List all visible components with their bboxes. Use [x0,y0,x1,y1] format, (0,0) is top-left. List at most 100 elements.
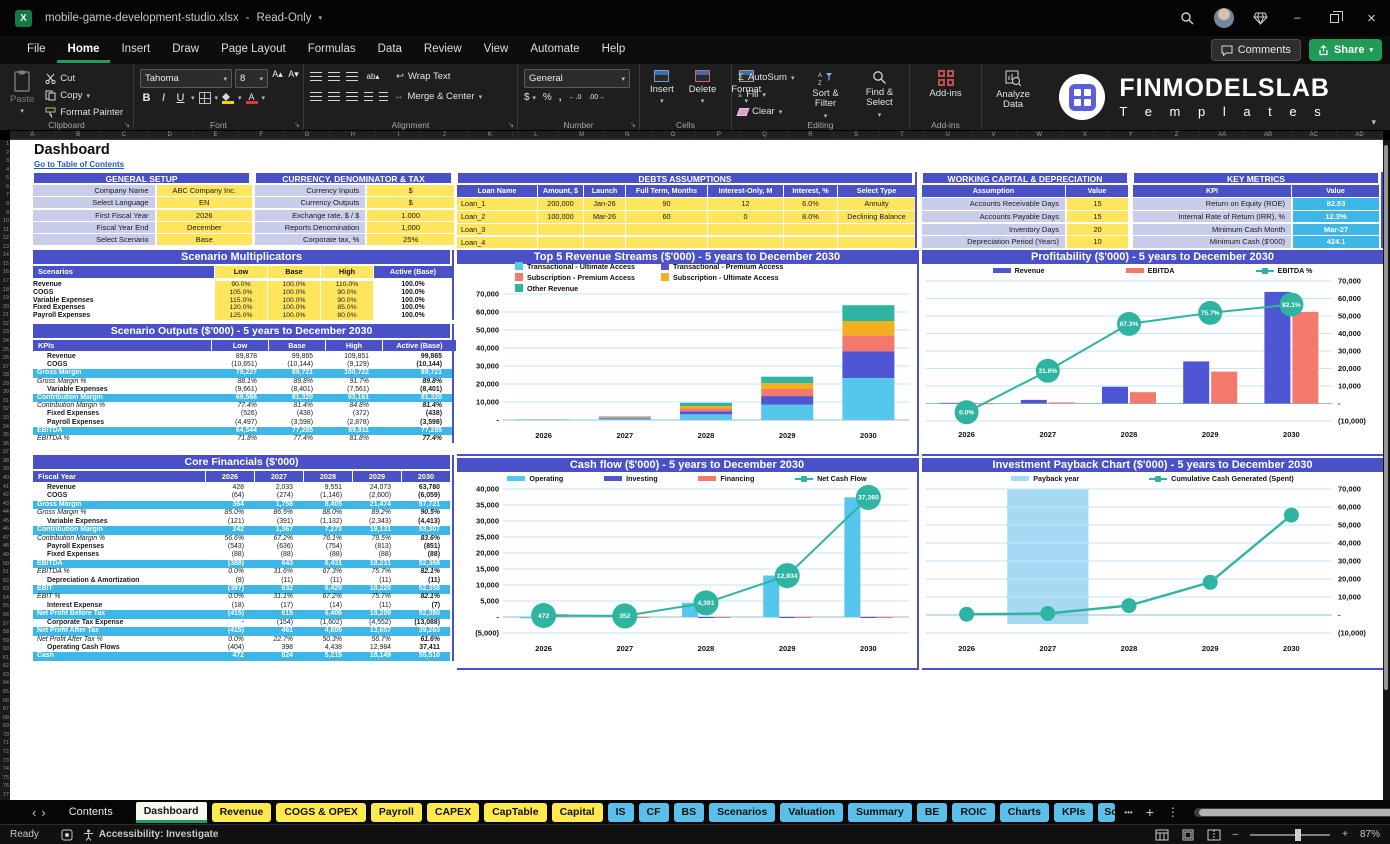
row-header[interactable]: 42 [2,492,9,499]
cell[interactable] [626,236,707,249]
row-header[interactable]: 6 [5,183,9,190]
row-header[interactable]: 39 [2,466,9,473]
font-dialog-launcher[interactable]: ↘ [293,120,300,129]
cell[interactable]: 20 [1067,223,1128,236]
cell[interactable]: Company Name [33,185,155,197]
cell[interactable]: 100.0% [401,304,425,312]
cell[interactable]: Depreciation Period (Years) [922,236,1065,248]
cell[interactable]: Contribution Margin [33,393,211,403]
cell[interactable]: 12 [708,198,783,210]
menu-tab-review[interactable]: Review [423,43,462,55]
cell[interactable]: 75.7% [371,568,391,576]
cell[interactable]: 10 [1067,236,1128,248]
cell[interactable]: (404) [227,644,244,652]
row-header[interactable]: 13 [2,243,9,250]
cell[interactable]: 77.4% [422,434,442,442]
row-header[interactable]: 57 [2,620,9,627]
cell[interactable]: EBITDA [33,426,211,435]
column-header[interactable]: I [376,131,422,139]
row-header[interactable]: 50 [2,560,9,567]
sheet-tab-scenarios[interactable]: Scenarios [709,802,776,822]
sheet-tab-cogs-opex[interactable]: COGS & OPEX [276,802,366,822]
cell[interactable]: Exchange rate, $ / $ [255,209,366,221]
cell[interactable]: (6,059) [418,492,440,500]
cell[interactable]: 37,411 [419,644,440,652]
number-format-select[interactable]: General ▾ [524,69,630,88]
cell[interactable]: Select Scenario [33,234,155,246]
column-header[interactable]: V [971,131,1017,139]
cell[interactable]: 643 [254,559,303,569]
cell[interactable]: Contribution Margin % [37,534,106,542]
row-header[interactable]: 44 [2,509,9,516]
page-break-view-icon[interactable] [1207,829,1221,841]
toc-link[interactable]: Go to Table of Contents [34,160,125,169]
cell[interactable]: (88) [280,551,293,559]
cash-flow-chart[interactable]: Cash flow ($'000) - 5 years to December … [457,458,919,670]
cell[interactable]: 91.7% [349,377,369,385]
cell[interactable]: 100.0% [268,288,320,297]
column-header[interactable]: J [422,131,468,139]
cell[interactable]: 424.1 [1293,236,1379,248]
row-headers[interactable]: 1 2 3 4 5 6 7 8 9 10 11 12 13 14 15 16 17 18 19 20 21 22 23 24 2… [0,140,10,800]
cell[interactable]: 90.5% [420,509,440,517]
cell[interactable]: Interest Expense [47,601,103,609]
column-header[interactable]: G [285,131,331,139]
row-header[interactable]: 40 [2,474,9,481]
row-header[interactable]: 46 [2,526,9,533]
cell[interactable]: (17) [280,601,293,609]
cell[interactable]: (88) [427,551,440,559]
cell[interactable]: 18,220 [352,585,401,594]
clear-button[interactable]: Clear ▾ [736,104,794,119]
font-size-select[interactable]: 8 ▾ [235,69,268,88]
page-layout-view-icon[interactable] [1181,829,1195,841]
menu-tab-home[interactable]: Home [56,37,111,63]
row-header[interactable]: 45 [2,517,9,524]
sheet-options-icon[interactable]: ⋮ [1166,805,1179,819]
cell[interactable]: (372) [352,410,369,418]
row-header[interactable]: 8 [5,200,9,207]
row-header[interactable]: 28 [2,372,9,379]
column-header[interactable]: A [10,131,56,139]
cell[interactable]: 89,721 [379,369,452,378]
diamond-icon[interactable] [1242,0,1279,36]
cell[interactable]: 4,805 [303,627,352,636]
column-header[interactable]: X [1063,131,1109,139]
cell[interactable]: 100.0% [401,312,425,320]
cell[interactable]: (11) [281,576,293,584]
cell[interactable]: Base [156,234,252,246]
cell[interactable]: Cash [33,652,205,661]
profitability-chart[interactable]: Profitability ($'000) - 5 years to Decem… [922,250,1383,456]
row-header[interactable]: 9 [5,209,9,216]
row-header[interactable]: 64 [2,680,9,687]
find-select-button[interactable]: Find & Select ▾ [856,69,902,121]
row-header[interactable]: 2 [5,149,9,156]
cell[interactable]: 69,566 [211,393,267,403]
column-header[interactable]: W [1017,131,1063,139]
cell[interactable]: 63,780 [418,484,440,491]
row-header[interactable]: 65 [2,689,9,695]
number-dialog-launcher[interactable]: ↘ [629,120,636,129]
row-header[interactable]: 17 [2,278,9,284]
sheet-tab-dashboard[interactable]: Dashboard [135,801,207,823]
cell[interactable]: 6,406 [303,610,352,619]
cell[interactable]: (2,878) [347,418,369,426]
cell[interactable]: 19,131 [352,526,401,535]
cell[interactable]: (438) [296,410,313,418]
cell[interactable]: (7,561) [347,385,369,393]
cell[interactable]: Fixed Expenses [47,410,100,418]
cell[interactable]: Currency Inputs [255,185,366,197]
cell[interactable]: 472 [205,652,254,661]
cell[interactable] [838,236,915,249]
column-header[interactable]: S [834,131,880,139]
cell[interactable]: (11) [330,576,342,584]
row-header[interactable]: 68 [2,714,9,721]
row-header[interactable]: 19 [2,295,9,302]
row-header[interactable]: 47 [2,534,9,541]
cell[interactable]: 55,510 [401,652,450,661]
tabs-scroll-left-icon[interactable]: ‹ [32,804,37,820]
row-header[interactable]: 33 [2,415,9,421]
row-header[interactable]: 61 [2,654,9,661]
cell[interactable]: December [156,221,252,233]
cell[interactable]: 0.0% [228,635,244,643]
sheet-tab-payroll[interactable]: Payroll [370,802,422,822]
